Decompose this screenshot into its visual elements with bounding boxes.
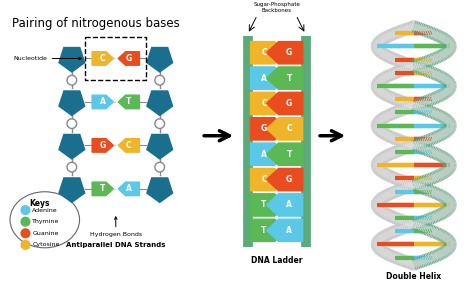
Polygon shape [147, 48, 173, 72]
Text: A: A [261, 74, 267, 83]
Text: A: A [286, 226, 292, 235]
Polygon shape [266, 118, 303, 140]
Polygon shape [59, 178, 85, 202]
Text: G: G [286, 99, 292, 108]
Polygon shape [59, 48, 85, 72]
Circle shape [21, 217, 30, 226]
Text: Hydrogen Bonds: Hydrogen Bonds [90, 217, 142, 237]
Text: Cytosine: Cytosine [32, 242, 60, 247]
Polygon shape [92, 95, 113, 109]
Text: T: T [100, 184, 105, 193]
Circle shape [67, 75, 77, 85]
Text: G: G [286, 175, 292, 184]
Text: A: A [100, 97, 106, 106]
Polygon shape [147, 178, 173, 202]
Text: Thymine: Thymine [32, 219, 60, 224]
Text: Adenine: Adenine [32, 208, 58, 213]
Polygon shape [266, 92, 303, 115]
Text: T: T [286, 150, 292, 159]
Polygon shape [266, 67, 303, 89]
Polygon shape [92, 139, 113, 152]
Polygon shape [251, 92, 287, 115]
Polygon shape [118, 52, 139, 65]
Polygon shape [147, 91, 173, 115]
Text: T: T [261, 226, 267, 235]
Text: C: C [126, 141, 132, 150]
Polygon shape [251, 118, 287, 140]
Polygon shape [251, 219, 287, 241]
Text: Antiparallel DNA Strands: Antiparallel DNA Strands [66, 242, 165, 248]
Polygon shape [59, 91, 85, 115]
Circle shape [67, 119, 77, 128]
Text: C: C [261, 48, 267, 57]
Text: A: A [126, 184, 132, 193]
Text: Keys: Keys [30, 198, 50, 207]
Polygon shape [266, 42, 303, 64]
Text: G: G [100, 141, 106, 150]
Circle shape [21, 206, 30, 215]
Polygon shape [118, 182, 139, 196]
Circle shape [155, 119, 164, 128]
Polygon shape [147, 134, 173, 159]
Polygon shape [251, 67, 287, 89]
Polygon shape [251, 42, 287, 64]
Circle shape [21, 229, 30, 238]
Text: A: A [286, 200, 292, 209]
Text: G: G [286, 48, 292, 57]
Text: T: T [261, 200, 267, 209]
Polygon shape [266, 168, 303, 191]
Text: Pairing of nitrogenous bases: Pairing of nitrogenous bases [12, 17, 180, 30]
Text: Nucleotide: Nucleotide [13, 56, 82, 61]
Circle shape [155, 162, 164, 172]
Text: G: G [126, 54, 132, 63]
Text: Double Helix: Double Helix [386, 272, 441, 281]
Polygon shape [266, 219, 303, 241]
Polygon shape [92, 182, 113, 196]
Circle shape [67, 162, 77, 172]
Text: DNA Ladder: DNA Ladder [251, 256, 302, 265]
Text: G: G [261, 124, 267, 133]
Circle shape [21, 241, 30, 249]
Text: A: A [261, 150, 267, 159]
Text: T: T [286, 74, 292, 83]
Polygon shape [59, 134, 85, 159]
Ellipse shape [10, 192, 80, 248]
Text: Sugar-Phosphate
Backbones: Sugar-Phosphate Backbones [253, 2, 300, 13]
Text: C: C [261, 99, 267, 108]
Polygon shape [251, 168, 287, 191]
Text: C: C [286, 124, 292, 133]
Text: C: C [261, 175, 267, 184]
Polygon shape [251, 143, 287, 165]
Circle shape [155, 75, 164, 85]
Text: C: C [100, 54, 106, 63]
Polygon shape [266, 194, 303, 216]
Polygon shape [118, 95, 139, 109]
Polygon shape [251, 194, 287, 216]
Text: T: T [126, 97, 131, 106]
Polygon shape [92, 52, 113, 65]
Text: Guanine: Guanine [32, 231, 59, 236]
Polygon shape [118, 139, 139, 152]
Polygon shape [266, 143, 303, 165]
